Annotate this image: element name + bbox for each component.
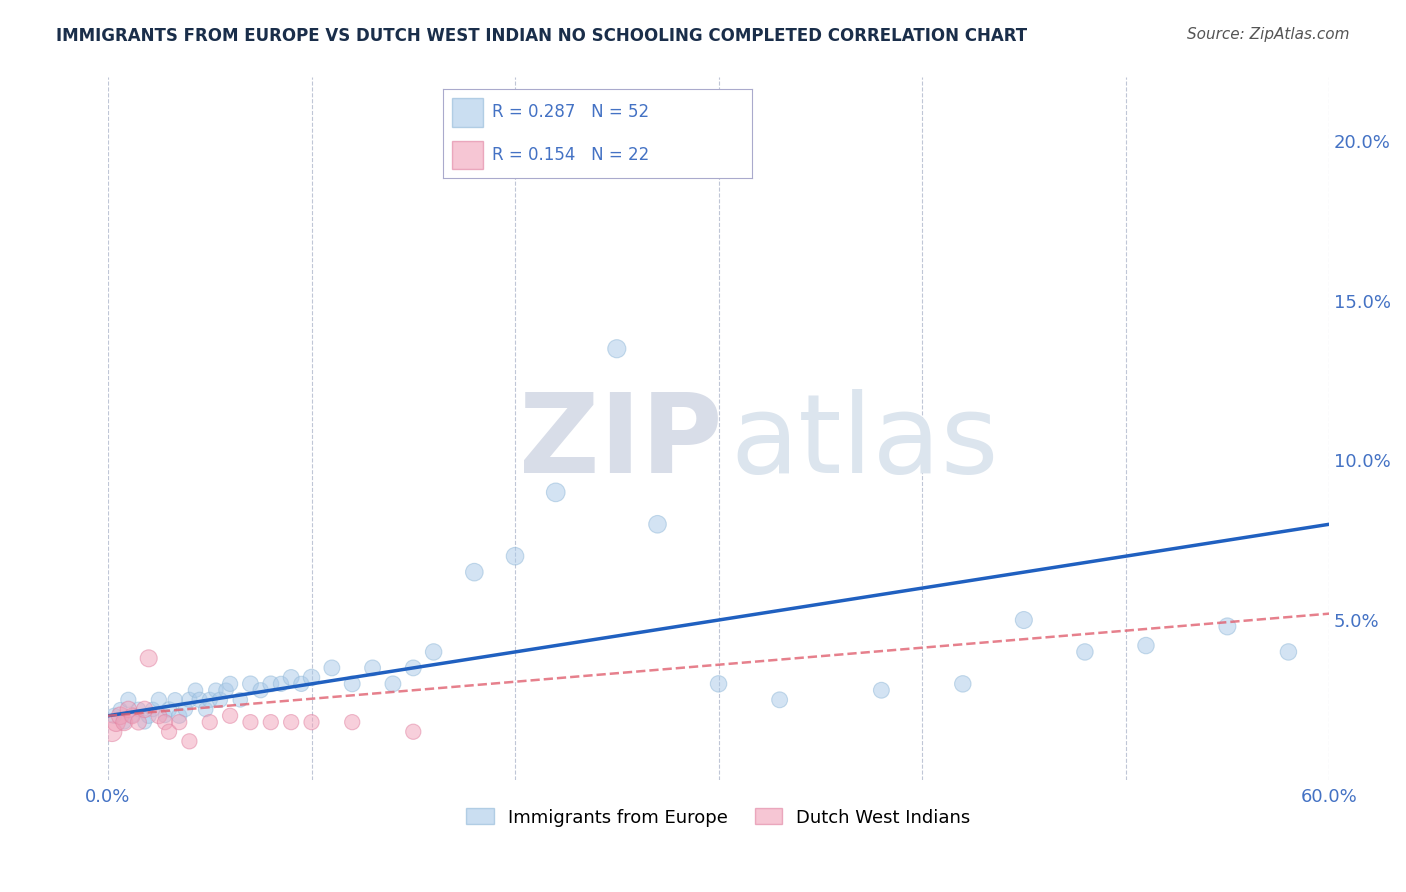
Point xyxy=(108,702,131,716)
Point xyxy=(117,693,139,707)
Point xyxy=(402,724,425,739)
Bar xyxy=(453,98,484,127)
Y-axis label: No Schooling Completed: No Schooling Completed xyxy=(0,318,8,540)
Point xyxy=(208,693,231,707)
Point xyxy=(280,715,302,730)
Point xyxy=(134,715,156,730)
Point xyxy=(174,702,197,716)
Legend: Immigrants from Europe, Dutch West Indians: Immigrants from Europe, Dutch West India… xyxy=(460,801,979,834)
Text: Source: ZipAtlas.com: Source: ZipAtlas.com xyxy=(1187,27,1350,42)
Point xyxy=(108,708,131,723)
Point xyxy=(157,702,180,716)
Text: atlas: atlas xyxy=(731,389,1000,496)
Point xyxy=(321,661,343,675)
Point xyxy=(167,715,190,730)
Point xyxy=(219,708,242,723)
Point xyxy=(503,549,526,564)
Point xyxy=(148,693,170,707)
Point xyxy=(148,708,170,723)
Point xyxy=(381,677,404,691)
Point xyxy=(239,677,262,691)
Text: ZIP: ZIP xyxy=(519,389,723,496)
Point xyxy=(1216,619,1239,633)
Point xyxy=(112,715,135,730)
Point xyxy=(184,683,207,698)
Point xyxy=(544,485,567,500)
Point xyxy=(270,677,292,691)
Point xyxy=(188,693,211,707)
Point xyxy=(219,677,242,691)
Point xyxy=(179,734,201,748)
Point xyxy=(215,683,238,698)
Point xyxy=(422,645,444,659)
Point xyxy=(768,693,790,707)
Point xyxy=(105,715,128,730)
Point xyxy=(194,702,217,716)
Point xyxy=(142,702,165,716)
Text: R = 0.154   N = 22: R = 0.154 N = 22 xyxy=(492,146,650,164)
Point xyxy=(117,702,139,716)
Point xyxy=(342,715,364,730)
Point xyxy=(342,677,364,691)
Point xyxy=(647,517,669,532)
Point xyxy=(205,683,228,698)
Point xyxy=(301,715,323,730)
Point xyxy=(138,651,160,665)
Point xyxy=(290,677,312,691)
Point xyxy=(280,671,302,685)
Point xyxy=(260,677,283,691)
Point xyxy=(128,715,150,730)
Point xyxy=(1012,613,1035,627)
Point xyxy=(121,708,143,723)
Point xyxy=(952,677,974,691)
Point xyxy=(112,715,135,730)
Text: IMMIGRANTS FROM EUROPE VS DUTCH WEST INDIAN NO SCHOOLING COMPLETED CORRELATION C: IMMIGRANTS FROM EUROPE VS DUTCH WEST IND… xyxy=(56,27,1028,45)
Point xyxy=(165,693,187,707)
Point xyxy=(138,708,160,723)
Point xyxy=(157,724,180,739)
Point xyxy=(260,715,283,730)
Point xyxy=(249,683,271,698)
Point xyxy=(463,565,485,579)
Point xyxy=(402,661,425,675)
Point xyxy=(239,715,262,730)
Text: R = 0.287   N = 52: R = 0.287 N = 52 xyxy=(492,103,650,121)
Point xyxy=(707,677,730,691)
Bar xyxy=(453,141,484,169)
Point xyxy=(361,661,384,675)
Point xyxy=(121,708,143,723)
Point xyxy=(1074,645,1097,659)
Point xyxy=(1277,645,1299,659)
Point xyxy=(229,693,252,707)
Point xyxy=(153,708,176,723)
Point xyxy=(101,724,124,739)
Point xyxy=(870,683,893,698)
Point xyxy=(301,671,323,685)
Point xyxy=(134,702,156,716)
Point xyxy=(1135,639,1157,653)
Point xyxy=(198,693,221,707)
Point xyxy=(103,708,125,723)
Point xyxy=(606,342,628,356)
Point xyxy=(198,715,221,730)
Point xyxy=(179,693,201,707)
Point xyxy=(128,702,150,716)
Point xyxy=(153,715,176,730)
Point xyxy=(167,708,190,723)
